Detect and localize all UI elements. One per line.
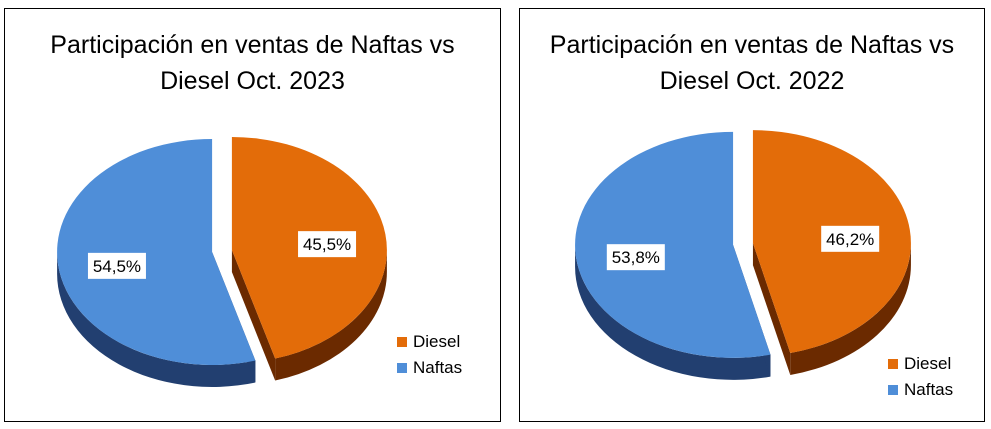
pie-wall-diesel [752, 243, 791, 375]
legend-label-diesel: Diesel [904, 354, 952, 373]
chart-panel-2023: Participación en ventas de Naftas vs Die… [4, 8, 501, 422]
chart-title: Participación en ventas de Naftas vs Die… [520, 27, 984, 99]
data-label-naftas: 54,5% [93, 257, 141, 276]
data-label-box [821, 225, 880, 252]
pie-side-naftas [575, 244, 771, 380]
legend-swatch-naftas [888, 385, 898, 395]
pie-side-naftas [57, 251, 256, 387]
pie-chart-2023: 45,5% 54,5% [57, 137, 387, 387]
pie-slice-naftas [57, 138, 256, 365]
data-label-box [606, 244, 665, 271]
chart-title-line-1: Participación en ventas de Naftas vs [50, 31, 455, 59]
chart-title: Participación en ventas de Naftas vs Die… [5, 27, 500, 99]
data-label-box [87, 252, 146, 279]
legend-label-naftas: Naftas [413, 358, 463, 377]
chart-title-line-1: Participación en ventas de Naftas vs [549, 31, 955, 59]
pie-wall-diesel [231, 250, 276, 381]
pie-chart-2022: 46,2% 53,8% [575, 130, 911, 380]
legend-swatch-diesel [888, 359, 898, 369]
legend-label-naftas: Naftas [904, 380, 954, 399]
chart-panel-2022: Participación en ventas de Naftas vs Die… [519, 8, 985, 422]
legend: Diesel Naftas [397, 329, 462, 381]
chart-title-line-2: Diesel Oct. 2023 [160, 67, 345, 95]
pie-side-diesel [790, 243, 911, 375]
chart-title-line-2: Diesel Oct. 2022 [659, 67, 845, 95]
data-label-diesel: 45,5% [303, 235, 351, 254]
legend: Diesel Naftas [888, 351, 953, 403]
data-label-box [298, 231, 357, 258]
legend-item-diesel: Diesel [888, 351, 953, 377]
legend-item-naftas: Naftas [888, 377, 953, 403]
data-label-diesel: 46,2% [826, 230, 874, 249]
legend-item-naftas: Naftas [397, 355, 462, 381]
legend-swatch-diesel [397, 337, 407, 347]
legend-item-diesel: Diesel [397, 329, 462, 355]
pie-side-diesel [275, 250, 387, 381]
legend-swatch-naftas [397, 363, 407, 373]
data-label-naftas: 53,8% [612, 248, 660, 267]
legend-label-diesel: Diesel [413, 332, 461, 351]
pie-slice-naftas [575, 131, 771, 358]
